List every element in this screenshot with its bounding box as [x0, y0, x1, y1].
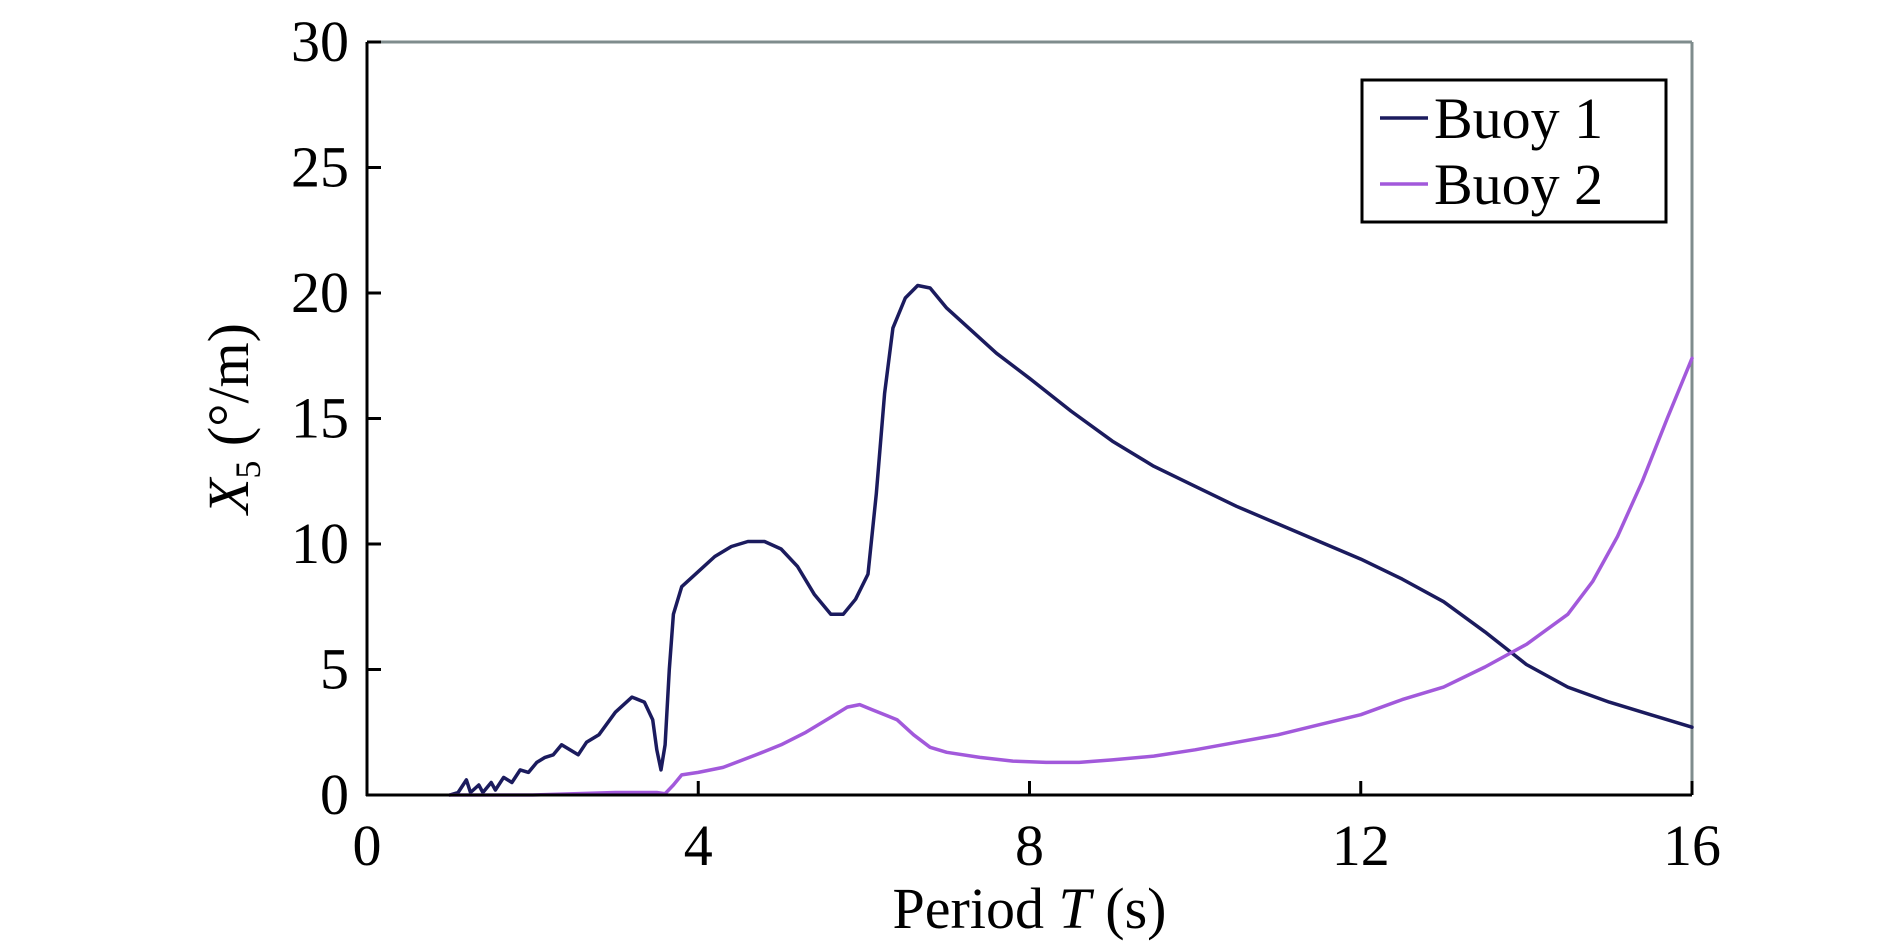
legend-label-1: Buoy 1 — [1434, 86, 1603, 151]
x-tick-label: 0 — [353, 813, 382, 878]
legend-box — [1360, 78, 1668, 224]
x-tick-label: 8 — [1015, 813, 1044, 878]
series-layer — [448, 283, 1694, 797]
y-tick-label: 30 — [291, 9, 349, 74]
y-axis-title-symbol: X — [196, 476, 261, 516]
series-line-1 — [448, 283, 1694, 797]
x-tick-label: 4 — [684, 813, 713, 878]
axes-layer: 0 4 8 12 16 0 5 10 15 20 25 30 — [291, 9, 1721, 878]
y-axis-title: X5 (°/m) — [196, 323, 268, 516]
x-axis-title-prefix: Period — [893, 876, 1059, 941]
y-tick-label: 25 — [291, 135, 349, 200]
y-tick-label: 15 — [291, 386, 349, 451]
y-axis-title-suffix: (°/m) — [196, 323, 261, 461]
y-axis-title-subscript: 5 — [228, 461, 268, 479]
series-line-2 — [448, 356, 1694, 797]
y-tick-label: 10 — [291, 511, 349, 576]
y-tick-label: 20 — [291, 260, 349, 325]
x-axis-title-symbol: T — [1058, 876, 1094, 941]
y-tick-label: 0 — [320, 762, 349, 827]
plot-area — [367, 40, 1694, 795]
x-axis-title-suffix: (s) — [1091, 876, 1167, 941]
legend-label-2: Buoy 2 — [1434, 152, 1603, 217]
y-tick-label: 5 — [320, 637, 349, 702]
x-tick-label: 12 — [1332, 813, 1390, 878]
x-axis-title: Period T (s) — [893, 876, 1167, 941]
x-tick-label: 16 — [1663, 813, 1721, 878]
